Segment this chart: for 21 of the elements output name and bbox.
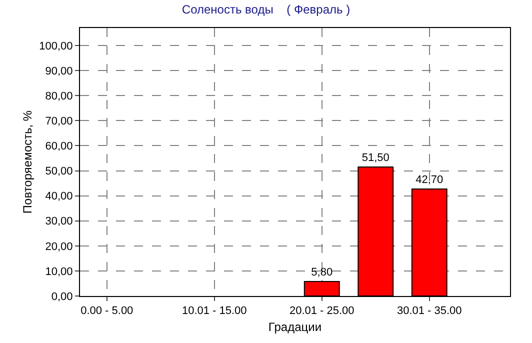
y-axis-title: Повторяемость, % — [20, 110, 34, 214]
y-tick-label: 10,00 — [45, 266, 73, 278]
data-label: 42,70 — [416, 174, 444, 186]
y-tick-label: 50,00 — [45, 166, 73, 178]
y-tick-label: 40,00 — [45, 190, 73, 203]
y-tick-label: 100,00 — [39, 40, 73, 52]
y-tick-label: 60,00 — [45, 140, 73, 153]
y-tick-label: 70,00 — [45, 116, 73, 128]
y-tick-label: 30,00 — [45, 216, 73, 228]
y-tick-label: 20,00 — [45, 240, 73, 253]
x-tick-label: 20.01 - 25.00 — [289, 305, 354, 318]
x-axis-title: Градации — [268, 320, 322, 334]
y-tick-label: 90,00 — [45, 65, 73, 78]
y-tick-label: 80,00 — [45, 90, 73, 102]
data-label: 51,50 — [362, 152, 390, 164]
data-label: 5,80 — [311, 266, 333, 278]
x-tick-label: 0.00 - 5.00 — [80, 305, 134, 318]
x-tick-label: 30.01 - 35.00 — [396, 305, 462, 318]
y-tick-label: 0,00 — [51, 290, 73, 303]
x-tick-label: 10.01 - 15.00 — [182, 305, 247, 318]
chart-title: Соленость воды ( Февраль ) — [182, 2, 350, 17]
